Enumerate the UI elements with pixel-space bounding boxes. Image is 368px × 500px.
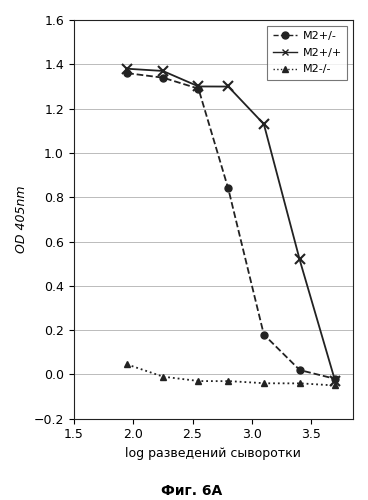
X-axis label: log разведений сыворотки: log разведений сыворотки — [125, 447, 301, 460]
Legend: M2+/-, M2+/+, M2-/-: M2+/-, M2+/+, M2-/- — [267, 26, 347, 80]
Y-axis label: OD 405nm: OD 405nm — [15, 186, 28, 253]
Text: Фиг. 6A: Фиг. 6A — [161, 484, 222, 498]
